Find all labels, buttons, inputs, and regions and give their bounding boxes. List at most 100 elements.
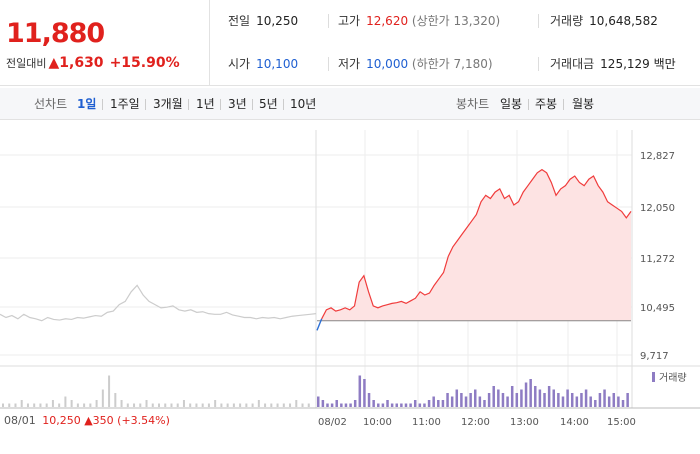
volume-bar-prev [207, 403, 210, 407]
volume-bar-today [317, 396, 320, 407]
volume-bar-prev [307, 403, 310, 407]
stat-value: 10,250 [256, 14, 299, 28]
volume-bar-prev [176, 403, 179, 407]
volume-bar-today [524, 382, 528, 407]
volume-bar-today [515, 393, 519, 407]
stat-amount: 거래대금 125,129 백만 [550, 43, 676, 86]
change-percent: +15.90% [109, 55, 180, 71]
volume-bar-prev [189, 403, 192, 407]
divider [283, 99, 284, 110]
volume-bar-prev [70, 400, 73, 407]
volume-bar-today [441, 400, 445, 407]
volume-bar-today [372, 400, 375, 407]
range-3y[interactable]: 3년 [228, 97, 247, 111]
range-1y[interactable]: 1년 [196, 97, 215, 111]
volume-bar-today [538, 389, 542, 407]
x-tick-label: 13:00 [510, 417, 539, 428]
today-price-line-down [316, 318, 323, 331]
lower-limit: (하한가 7,180) [411, 57, 493, 71]
candle-daily[interactable]: 일봉 [500, 97, 523, 111]
volume-bar-prev [232, 403, 235, 407]
volume-bar-today [381, 403, 385, 407]
today-area-fill [321, 169, 631, 321]
volume-bar-prev [151, 403, 154, 407]
range-1d[interactable]: 1일 [77, 97, 97, 111]
volume-bar-prev [95, 400, 98, 407]
volume-bar-today [344, 403, 348, 407]
y-tick-label: 12,050 [640, 203, 675, 214]
x-tick-label: 10:00 [363, 417, 392, 428]
divider [252, 99, 253, 110]
y-tick-label: 9,717 [640, 351, 669, 362]
volume-bar-today [584, 389, 588, 407]
chart-svg: 12,827 12,050 11,272 10,495 9,717 거래량 08… [0, 130, 700, 428]
volume-bar-today [621, 400, 625, 407]
stat-volume: 거래량 10,648,582 [550, 0, 658, 43]
volume-bar-today [340, 403, 343, 407]
volume-bar-prev [226, 403, 229, 407]
stat-value: 10,100 [256, 57, 299, 71]
volume-bar-today [607, 396, 611, 407]
volume-bar-prev [58, 403, 61, 407]
volume-bar-prev [182, 400, 185, 407]
volume-bar-today [487, 393, 491, 407]
divider [563, 99, 564, 110]
prev-day-price-line [0, 284, 317, 322]
volume-bar-today [330, 403, 334, 407]
divider [102, 99, 103, 110]
range-3m[interactable]: 3개월 [153, 97, 183, 111]
change-label: 전일대비 [6, 57, 47, 70]
divider [328, 57, 329, 71]
candle-monthly[interactable]: 월봉 [572, 97, 595, 111]
volume-bar-today [358, 375, 362, 407]
divider [538, 14, 539, 28]
volume-bar-today [390, 403, 394, 407]
volume-bar-today [612, 393, 616, 407]
range-10y[interactable]: 10년 [290, 97, 317, 111]
today-price-line-up [321, 168, 632, 320]
volume-bar-today [409, 403, 412, 407]
y-tick-label: 11,272 [640, 254, 675, 265]
volume-bar-today [427, 400, 431, 407]
stat-prev-close: 전일 10,250 [228, 0, 298, 43]
prev-day-change: 350 [92, 414, 114, 427]
volume-bar-today [349, 403, 352, 407]
volume-bar-prev [220, 403, 223, 407]
range-1w[interactable]: 1주일 [110, 97, 140, 111]
y-tick-label: 12,827 [640, 151, 675, 162]
volume-bar-today [400, 403, 403, 407]
divider [220, 99, 221, 110]
volume-bar-prev [289, 403, 292, 407]
volume-bar-today [377, 403, 380, 407]
candle-weekly[interactable]: 주봉 [535, 97, 558, 111]
divider [188, 99, 189, 110]
volume-bar-prev [214, 400, 217, 407]
stat-value: 10,000 [366, 57, 409, 71]
volume-bar-prev [139, 403, 142, 407]
prev-day-close: 10,250 [42, 414, 81, 427]
volume-bar-prev [270, 403, 273, 407]
volume-bar-today [557, 393, 560, 407]
volume-bar-today [335, 400, 338, 407]
price-box: 11,880 전일대비 ▲1,630 +15.90% [0, 0, 210, 86]
stat-high: 고가 12,620 (상한가 13,320) [338, 0, 500, 43]
volume-bar-prev [295, 400, 298, 407]
x-tick-label: 14:00 [560, 417, 589, 428]
volume-bar-prev [133, 403, 136, 407]
stat-label: 고가 [338, 14, 361, 28]
volume-bar-today [418, 403, 422, 407]
volume-bar-today [455, 389, 459, 407]
volume-bar-today [510, 386, 514, 407]
price-change: 전일대비 ▲1,630 +15.90% [6, 55, 180, 71]
stat-label: 거래량 [550, 14, 584, 28]
volume-bar-today [404, 403, 408, 407]
range-5y[interactable]: 5년 [259, 97, 278, 111]
price-chart[interactable]: 12,827 12,050 11,272 10,495 9,717 거래량 08… [0, 120, 700, 450]
x-tick-label: 11:00 [412, 417, 441, 428]
volume-bar-today [566, 389, 569, 407]
volume-bar-prev [301, 403, 304, 407]
volume-bar-today [464, 396, 468, 407]
volume-bar-today [598, 393, 602, 407]
stat-open: 시가 10,100 [228, 43, 298, 86]
x-tick-label: 12:00 [461, 417, 490, 428]
